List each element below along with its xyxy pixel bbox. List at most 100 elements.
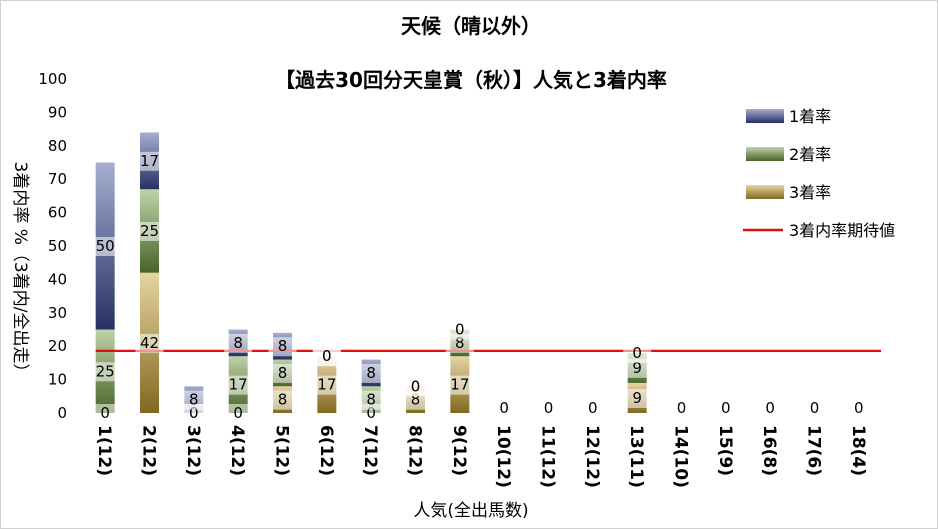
data-label-bg: [623, 343, 652, 363]
x-tick-label: 14(10): [671, 425, 691, 488]
y-tick-label: 10: [48, 371, 67, 389]
data-label-bg: [268, 337, 297, 357]
data-label-bg: [91, 404, 120, 423]
x-tick-label: 8(12): [405, 425, 425, 476]
data-label-bg: [844, 399, 873, 418]
x-tick-label: 4(12): [227, 425, 247, 476]
x-axis-title: 人気(全出馬数): [413, 501, 528, 521]
y-tick-label: 50: [48, 237, 67, 255]
data-label: 17: [450, 376, 469, 394]
data-label: 0: [411, 377, 421, 395]
data-label-bg: [179, 390, 208, 410]
legend-label: 3着内率期待値: [789, 221, 895, 240]
data-label-bg: [623, 358, 652, 378]
y-tick-label: 60: [48, 204, 67, 222]
data-label: 0: [322, 347, 332, 365]
data-label: 0: [455, 321, 465, 339]
data-label: 9: [632, 389, 642, 407]
data-label: 8: [189, 391, 199, 409]
data-label-bg: [224, 404, 253, 423]
data-label-bg: [135, 333, 164, 353]
legend-label: 2着率: [789, 145, 831, 164]
y-tick-label: 30: [48, 304, 67, 322]
x-tick-label: 5(12): [272, 425, 292, 476]
data-label: 8: [366, 364, 376, 382]
x-tick-label: 13(11): [626, 425, 646, 488]
data-label-bg: [135, 151, 164, 171]
data-label-bg: [490, 399, 519, 418]
data-label-bg: [312, 375, 341, 395]
chart-title: 天候（晴以外）: [401, 14, 541, 38]
data-label-bg: [268, 363, 297, 383]
chart-subtitle: 【過去30回分天皇賞（秋）】人気と3着内率: [275, 68, 667, 92]
data-label-bg: [800, 399, 829, 418]
data-label-bg: [224, 375, 253, 395]
y-tick-label: 20: [48, 337, 67, 355]
data-label: 17: [229, 376, 248, 394]
legend-label: 3着率: [789, 183, 831, 202]
x-tick-label: 7(12): [360, 425, 380, 476]
data-label-bg: [312, 347, 341, 367]
x-tick-label: 3(12): [183, 425, 203, 476]
x-tick-label: 18(4): [848, 425, 868, 476]
x-tick-label: 1(12): [94, 425, 114, 476]
legend-swatch: [746, 185, 784, 199]
y-tick-label: 80: [48, 137, 67, 155]
data-label: 0: [233, 404, 243, 422]
data-label: 0: [765, 399, 775, 417]
data-label: 0: [854, 399, 864, 417]
data-label: 0: [721, 399, 731, 417]
data-label-bg: [357, 390, 386, 410]
x-tick-label: 15(9): [715, 425, 735, 476]
data-label: 0: [499, 399, 509, 417]
data-label-bg: [357, 363, 386, 383]
data-label: 0: [677, 399, 687, 417]
y-tick-label: 100: [38, 70, 67, 88]
legend: 1着率 2着率 3着率 3着内率期待値: [743, 107, 895, 240]
data-label: 17: [317, 376, 336, 394]
x-tick-label: 12(12): [582, 425, 602, 488]
data-label: 8: [278, 337, 288, 355]
data-label: 8: [366, 391, 376, 409]
data-label: 0: [189, 404, 199, 422]
x-tick-label: 6(12): [316, 425, 336, 476]
data-label: 0: [588, 399, 598, 417]
y-tick-label: 0: [57, 404, 67, 422]
data-label-bg: [135, 221, 164, 241]
x-tick-label: 16(8): [759, 425, 779, 476]
data-label-bg: [711, 399, 740, 418]
data-label: 0: [100, 404, 110, 422]
data-label: 17: [140, 152, 159, 170]
y-axis-title: 3着内率 %（3着内/全出走）: [10, 162, 30, 381]
legend-swatch: [746, 109, 784, 123]
data-label: 42: [140, 334, 159, 352]
data-label-bg: [224, 333, 253, 353]
data-label-bg: [445, 375, 474, 395]
data-label-bg: [268, 390, 297, 410]
x-axis-ticks: 1(12) 2(12) 3(12) 4(12) 5(12) 6(12) 7(12) 8(12)…: [94, 425, 868, 488]
data-label: 8: [278, 364, 288, 382]
x-tick-label: 17(6): [804, 425, 824, 476]
data-label-bg: [756, 399, 785, 418]
data-label: 0: [810, 399, 820, 417]
data-label-bg: [534, 399, 563, 418]
data-label: 50: [96, 237, 115, 255]
y-tick-label: 70: [48, 170, 67, 188]
data-label: 8: [278, 391, 288, 409]
data-label-bg: [91, 237, 120, 256]
x-tick-label: 2(12): [139, 425, 159, 476]
x-tick-label: 11(12): [538, 425, 558, 488]
data-label-bg: [445, 320, 474, 340]
data-label-bg: [667, 399, 696, 418]
data-label: 9: [632, 359, 642, 377]
data-label-bg: [401, 377, 430, 397]
data-label: 0: [544, 399, 554, 417]
x-tick-label: 9(12): [449, 425, 469, 476]
y-tick-label: 90: [48, 103, 67, 121]
data-label: 25: [96, 362, 115, 380]
legend-label: 1着率: [789, 107, 831, 126]
x-tick-label: 10(12): [493, 425, 513, 488]
y-tick-label: 40: [48, 270, 67, 288]
data-label: 25: [140, 222, 159, 240]
